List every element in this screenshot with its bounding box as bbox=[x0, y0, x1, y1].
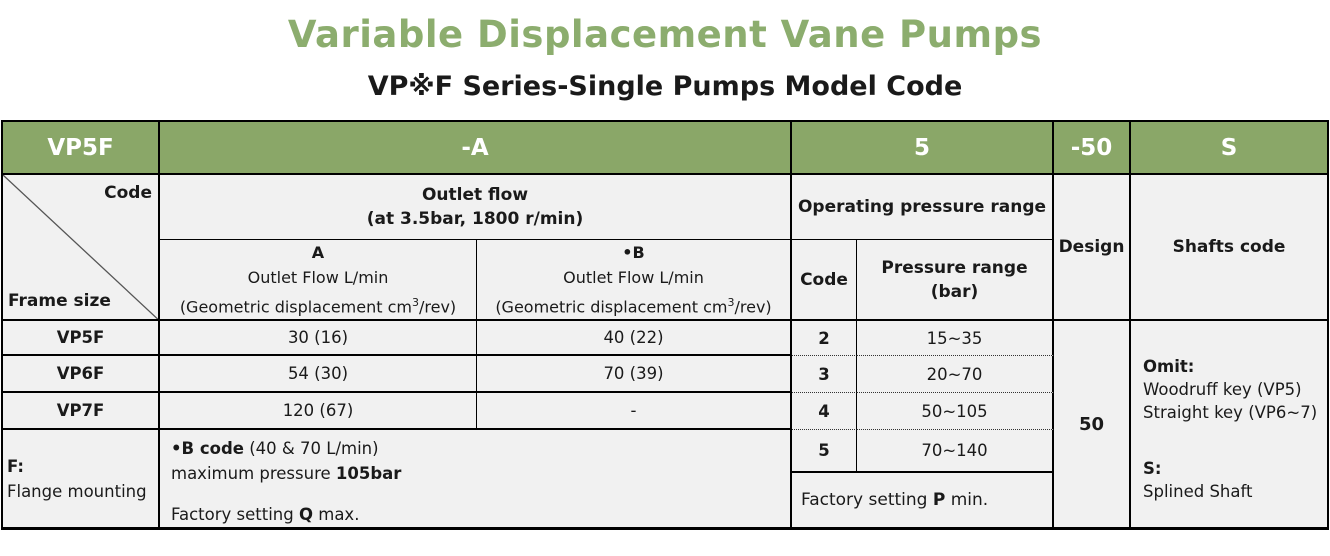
pressure-range-cell: 15~35 bbox=[857, 321, 1054, 357]
outlet-b-cell: 70 (39) bbox=[477, 356, 792, 394]
frame-size-cell: VP5F bbox=[3, 321, 160, 357]
col-a-line: Outlet Flow L/min bbox=[247, 268, 389, 287]
outlet-flow-header: Outlet flow (at 3.5bar, 1800 r/min) bbox=[160, 175, 792, 240]
shaft-s-label: Splined Shaft bbox=[1143, 482, 1253, 502]
outlet-b-cell: 40 (22) bbox=[477, 321, 792, 357]
model-code-design: -50 bbox=[1054, 122, 1131, 175]
frame-size-cell: VP7F bbox=[3, 393, 160, 431]
outlet-a-cell: 30 (16) bbox=[160, 321, 477, 357]
outlet-flow-condition: (at 3.5bar, 1800 r/min) bbox=[366, 209, 584, 229]
corner-code-label: Code bbox=[104, 183, 152, 203]
corner-frame-size-label: Frame size bbox=[8, 291, 111, 312]
pressure-range-cell: 50~105 bbox=[857, 393, 1054, 431]
model-code-pressure: 5 bbox=[792, 122, 1054, 175]
pressure-code-cell: 3 bbox=[792, 356, 857, 394]
header-row-2: A Outlet Flow L/min (Geometric displacem… bbox=[3, 240, 1327, 322]
table-row: VP7F 120 (67) - 4 50~105 bbox=[3, 393, 1327, 431]
design-header: Design bbox=[1054, 175, 1131, 322]
col-b-code: •B bbox=[622, 243, 645, 262]
col-a-header: A Outlet Flow L/min (Geometric displacem… bbox=[160, 240, 477, 322]
shaft-omit-line1: Woodruff key (VP5) bbox=[1143, 380, 1302, 400]
table-row: VP6F 54 (30) 70 (39) 3 20~70 bbox=[3, 356, 1327, 394]
frame-size-cell: VP6F bbox=[3, 356, 160, 394]
outlet-a-cell: 54 (30) bbox=[160, 356, 477, 394]
shaft-omit-line2: Straight key (VP6~7) bbox=[1143, 403, 1318, 423]
pressure-code-cell: 4 bbox=[792, 393, 857, 431]
model-code-frame: VP5F bbox=[3, 122, 160, 175]
shaft-omit-block: Omit: Woodruff key (VP5) Straight key (V… bbox=[1143, 355, 1325, 424]
pressure-range-cell: 70~140 bbox=[857, 430, 1054, 473]
table-row: F: Flange mounting •B code (40 & 70 L/mi… bbox=[3, 430, 1327, 528]
outlet-a-cell: 120 (67) bbox=[160, 393, 477, 431]
model-code-row: VP5F -A 5 -50 S bbox=[3, 122, 1327, 175]
b-code-note-cell: •B code (40 & 70 L/min) maximum pressure… bbox=[160, 430, 792, 528]
shaft-s-code: S: bbox=[1143, 459, 1162, 479]
b-note-line2: maximum pressure 105bar bbox=[171, 464, 402, 484]
model-code-table: VP5F -A 5 -50 S Code Frame size Outlet f… bbox=[1, 120, 1329, 531]
model-code-shaft: S bbox=[1131, 122, 1327, 175]
page-subtitle: VP※F Series-Single Pumps Model Code bbox=[367, 71, 963, 102]
pressure-range-header: Pressure range (bar) bbox=[857, 240, 1054, 322]
col-b-line: Outlet Flow L/min bbox=[563, 268, 704, 287]
mounting-code: F: bbox=[7, 456, 24, 476]
outlet-flow-title: Outlet flow bbox=[421, 185, 529, 205]
shaft-omit-code: Omit: bbox=[1143, 357, 1195, 377]
table-row: Factory setting P min. bbox=[3, 472, 1327, 528]
model-code-outlet: -A bbox=[160, 122, 792, 175]
pressure-code-cell: 2 bbox=[792, 321, 857, 357]
factory-setting-p-cell: Factory setting P min. bbox=[792, 472, 1054, 528]
mounting-label: Flange mounting bbox=[7, 481, 147, 501]
mounting-cell: F: Flange mounting bbox=[3, 430, 160, 528]
outlet-b-cell: - bbox=[477, 393, 792, 431]
corner-cell: Code Frame size bbox=[3, 175, 160, 322]
shafts-code-header: Shafts code bbox=[1131, 175, 1327, 322]
b-note-factory-line: Factory setting Q max. bbox=[171, 505, 360, 525]
pressure-code-header: Code bbox=[792, 240, 857, 322]
pressure-code-cell: 5 bbox=[792, 430, 857, 473]
table-row: VP5F 30 (16) 40 (22) 2 15~35 50 Omit: Wo… bbox=[3, 321, 1327, 528]
page-title: Variable Displacement Vane Pumps bbox=[287, 13, 1043, 56]
header-row-1: Code Frame size Outlet flow (at 3.5bar, … bbox=[3, 175, 1327, 322]
diagonal-line-icon bbox=[3, 175, 158, 319]
operating-pressure-header: Operating pressure range bbox=[792, 175, 1054, 240]
col-b-geo: (Geometric displacement cm3/rev) bbox=[495, 296, 772, 317]
b-note-line1: •B code (40 & 70 L/min) bbox=[171, 439, 379, 459]
col-b-header: •B Outlet Flow L/min (Geometric displace… bbox=[477, 240, 792, 322]
shaft-s-block: S: Splined Shaft bbox=[1143, 457, 1325, 503]
shafts-code-cell: Omit: Woodruff key (VP5) Straight key (V… bbox=[1131, 321, 1327, 527]
pressure-range-cell: 20~70 bbox=[857, 356, 1054, 394]
col-a-code: A bbox=[311, 243, 325, 262]
design-value-cell: 50 bbox=[1054, 321, 1131, 528]
col-a-geo: (Geometric displacement cm3/rev) bbox=[179, 296, 457, 317]
